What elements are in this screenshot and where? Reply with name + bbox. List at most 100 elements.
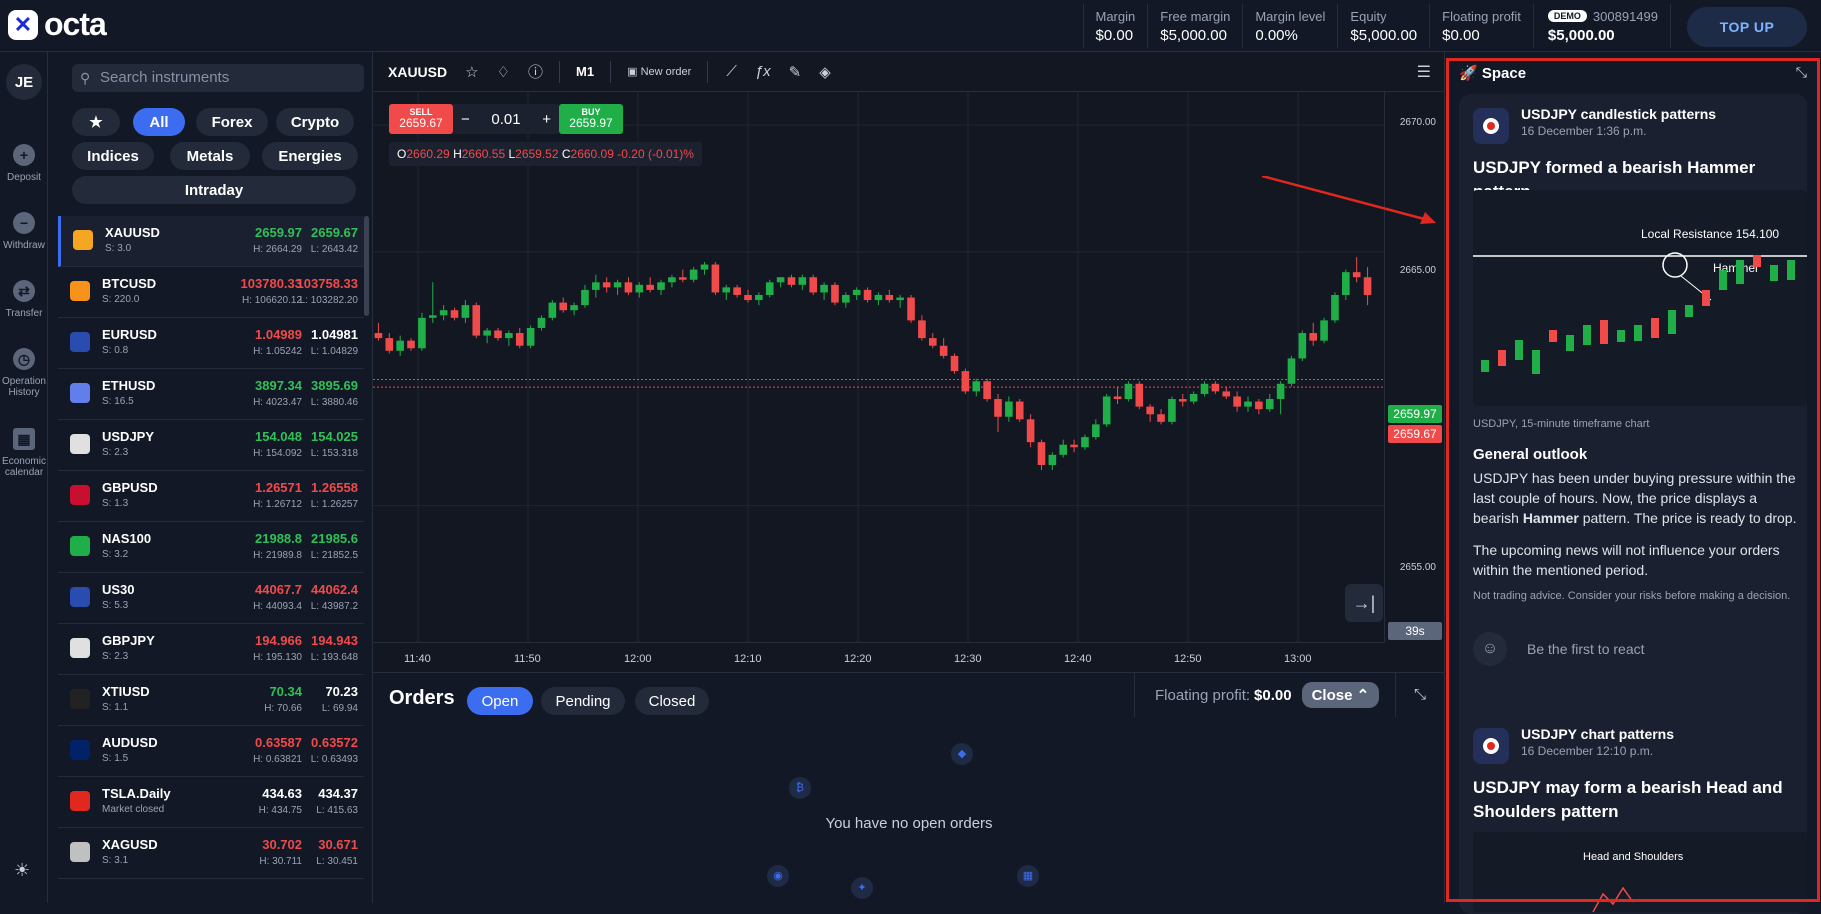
instrument-ask[interactable]: 194.943 [311, 633, 358, 648]
top-up-button[interactable]: TOP UP [1687, 7, 1807, 47]
instrument-bid[interactable]: 44067.7 [255, 582, 302, 597]
info-icon[interactable]: ⓘ [528, 61, 543, 82]
filter-energies[interactable]: Energies [262, 142, 358, 170]
filter-indices[interactable]: Indices [72, 142, 154, 170]
bell-icon[interactable]: ♢ [497, 63, 510, 81]
instrument-symbol: USDJPY [102, 429, 154, 444]
candle-body [1016, 402, 1024, 420]
candlestick-chart[interactable] [373, 92, 1385, 642]
chart-type-icon[interactable]: ⟋ [726, 63, 737, 80]
instrument-ask[interactable]: 3895.69 [311, 378, 358, 393]
instrument-ask[interactable]: 0.63572 [311, 735, 358, 750]
candle-body [1136, 384, 1144, 407]
instrument-low: L: 1.26257 [311, 499, 358, 510]
instrument-bid[interactable]: 1.26571 [255, 480, 302, 495]
instrument-bid[interactable]: 30.702 [262, 837, 302, 852]
instrument-bid[interactable]: 103780.33 [241, 276, 302, 291]
filter-metals[interactable]: Metals [170, 142, 250, 170]
instrument-ask[interactable]: 103758.33 [297, 276, 358, 291]
minimize-orders-icon[interactable]: ⤡ [1395, 673, 1426, 717]
post-image[interactable]: Local Resistance 154.100 Hammer [1473, 190, 1807, 406]
instrument-scrollbar[interactable] [364, 216, 369, 316]
increase-lot-icon[interactable]: + [542, 111, 551, 128]
candle-body [451, 310, 459, 318]
post-image[interactable]: Head and Shoulders [1473, 832, 1807, 912]
filter-all[interactable]: All [133, 108, 185, 136]
instrument-ask[interactable]: 21985.6 [311, 531, 358, 546]
minimize-space-icon[interactable]: ⤡ [1796, 64, 1807, 81]
chart-settings-icon[interactable]: ☰ [1417, 62, 1431, 82]
logo[interactable]: ✕ octa [8, 6, 106, 43]
tab-closed[interactable]: Closed [635, 687, 709, 715]
new-order-button[interactable]: ▣ New order [627, 65, 691, 78]
time-axis[interactable]: 11:40 11:50 12:00 12:10 12:20 12:30 12:4… [373, 642, 1385, 672]
filter-crypto[interactable]: Crypto [276, 108, 354, 136]
instrument-ask[interactable]: 44062.4 [311, 582, 358, 597]
tab-pending[interactable]: Pending [541, 687, 625, 715]
nav-operation-history[interactable]: ◷Operation History [0, 348, 48, 398]
close-all-button[interactable]: Close ⌃ [1302, 682, 1380, 708]
instrument-bid[interactable]: 21988.8 [255, 531, 302, 546]
instrument-low: L: 415.63 [316, 805, 358, 816]
avatar[interactable]: JE [6, 64, 42, 100]
nav-withdraw[interactable]: −Withdraw [0, 212, 48, 251]
instrument-bid[interactable]: 2659.97 [255, 225, 302, 240]
instrument-ask[interactable]: 30.671 [318, 837, 358, 852]
instrument-bid[interactable]: 70.34 [269, 684, 302, 699]
filter-forex[interactable]: Forex [196, 108, 268, 136]
search-input[interactable]: ⚲ Search instruments [72, 64, 364, 92]
instrument-ask[interactable]: 1.26558 [311, 480, 358, 495]
candle [462, 300, 470, 323]
post-author[interactable]: USDJPY chart patterns [1521, 726, 1674, 742]
nav-transfer[interactable]: ⇄Transfer [0, 280, 48, 319]
theme-toggle-icon[interactable]: ☀ [14, 860, 30, 881]
price-axis[interactable]: 2670.00 2665.00 2655.00 2659.97 2659.67 … [1384, 92, 1444, 642]
react-button[interactable]: ☺ Be the first to react [1473, 632, 1793, 666]
pencil-icon[interactable]: ✎ [789, 63, 802, 81]
candle [907, 295, 915, 323]
post-author[interactable]: USDJPY candlestick patterns [1521, 106, 1716, 122]
instrument-bid[interactable]: 434.63 [262, 786, 302, 801]
instrument-bid[interactable]: 194.966 [255, 633, 302, 648]
instrument-ask[interactable]: 154.025 [311, 429, 358, 444]
filter-intraday[interactable]: Intraday [72, 176, 356, 204]
lot-value[interactable]: 0.01 [491, 111, 520, 128]
decrease-lot-icon[interactable]: − [461, 111, 470, 128]
nav-deposit[interactable]: +Deposit [0, 144, 48, 183]
instrument-bid[interactable]: 0.63587 [255, 735, 302, 750]
instrument-bid[interactable]: 1.04989 [255, 327, 302, 342]
filter-favorites[interactable]: ★ [72, 108, 120, 136]
timeframe-button[interactable]: M1 [576, 64, 594, 79]
instrument-ask[interactable]: 434.37 [318, 786, 358, 801]
lot-stepper[interactable]: − 0.01 + [453, 104, 559, 134]
scroll-to-latest-icon[interactable]: →| [1345, 584, 1383, 622]
indicators-icon[interactable]: ƒx [755, 63, 771, 80]
layers-icon[interactable]: ◈ [819, 63, 831, 81]
instrument-bid[interactable]: 3897.34 [255, 378, 302, 393]
candle-body [516, 333, 524, 346]
instrument-bid[interactable]: 154.048 [255, 429, 302, 444]
star-icon[interactable]: ☆ [465, 63, 478, 81]
nav-economic-calendar[interactable]: ▦Economic calendar [0, 428, 48, 478]
instrument-ask[interactable]: 1.04981 [311, 327, 358, 342]
chart-symbol[interactable]: XAUUSD [388, 64, 447, 80]
instrument-ask[interactable]: 70.23 [325, 684, 358, 699]
instrument-ask[interactable]: 2659.67 [311, 225, 358, 240]
tab-open[interactable]: Open [467, 687, 533, 715]
